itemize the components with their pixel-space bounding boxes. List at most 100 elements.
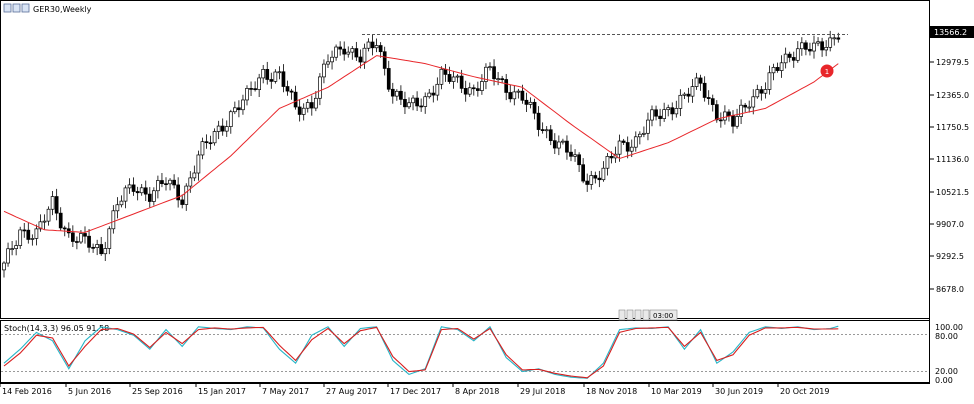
time-tick: 18 Nov 2018	[583, 383, 637, 396]
candle	[662, 102, 667, 122]
candle	[6, 242, 10, 267]
candle	[253, 81, 257, 92]
candle	[585, 173, 590, 192]
candle	[192, 165, 197, 182]
candle	[322, 59, 326, 84]
candle	[172, 174, 176, 189]
candle	[488, 62, 492, 71]
price-tick: 11750.5	[930, 123, 969, 132]
candle	[87, 229, 91, 253]
candle	[42, 214, 47, 230]
candle	[718, 112, 723, 128]
candle	[395, 89, 399, 101]
time-tick: 27 Aug 2017	[323, 383, 377, 396]
candle	[111, 205, 116, 234]
candle	[216, 120, 221, 140]
candle	[581, 158, 586, 184]
time-tick-label: 14 Feb 2016	[2, 387, 52, 396]
candle	[139, 184, 144, 196]
candle	[820, 37, 824, 57]
candle	[123, 185, 128, 209]
time-axis: 14 Feb 2016 5 Jun 2016 25 Sep 2016 15 Ja…	[0, 383, 829, 396]
price-tick: 12979.5	[930, 58, 969, 67]
candle	[500, 75, 504, 84]
candle	[658, 108, 662, 127]
price-tick: 8678.0	[930, 285, 964, 294]
candle	[589, 170, 594, 190]
candle	[2, 261, 6, 278]
moving-average	[3, 55, 839, 233]
candle	[160, 172, 164, 188]
time-tick-label: 7 May 2017	[262, 387, 309, 396]
candle	[706, 90, 711, 105]
candle	[637, 131, 642, 145]
candle	[751, 89, 756, 115]
candle	[249, 81, 253, 96]
symbol-icons[interactable]	[3, 3, 30, 13]
candle	[678, 89, 683, 117]
candle	[516, 88, 521, 99]
candle	[277, 66, 282, 80]
candle	[423, 92, 428, 114]
candle	[832, 34, 837, 46]
candle	[237, 100, 241, 118]
candle	[338, 41, 342, 56]
candle	[702, 76, 707, 102]
candle	[164, 177, 168, 191]
candle	[447, 66, 452, 84]
stoch-label: Stoch(14,3,3) 96.05 91.58	[4, 324, 109, 333]
candle	[467, 82, 472, 97]
candle	[83, 226, 87, 244]
candle	[625, 136, 630, 159]
candle	[698, 74, 703, 91]
candle	[443, 64, 448, 82]
candle	[536, 106, 541, 137]
candle	[115, 197, 120, 219]
candle	[723, 105, 727, 125]
time-tick-label: 18 Nov 2018	[586, 387, 637, 396]
candle	[386, 60, 391, 92]
chart-shift-control[interactable]: 03:00	[618, 309, 678, 321]
candle	[540, 122, 545, 134]
candle	[176, 177, 180, 208]
candle	[480, 74, 484, 95]
candle	[759, 86, 764, 101]
candle	[220, 118, 225, 136]
candle	[532, 98, 537, 120]
price-tick-label: 12365.0	[936, 91, 969, 100]
candle	[350, 46, 355, 60]
candle	[739, 99, 743, 124]
price-tick-label: 9907.0	[936, 220, 964, 229]
candle	[556, 135, 561, 156]
candle	[435, 77, 440, 101]
candle	[670, 102, 675, 121]
candle	[200, 137, 205, 160]
candle	[26, 222, 31, 244]
candle	[224, 120, 229, 137]
stoch-tick-label: 100.00	[935, 323, 963, 332]
candle	[804, 40, 808, 56]
price-tick-label: 9292.5	[936, 252, 964, 261]
candle	[362, 43, 367, 69]
candle	[419, 98, 423, 112]
price-badge: 13566.2	[930, 26, 974, 38]
price-tick: 11136.0	[930, 155, 969, 164]
stoch-tick-label: 80.00	[935, 332, 958, 341]
candle	[14, 240, 18, 256]
candle	[666, 104, 671, 117]
candle	[552, 133, 557, 154]
candle	[496, 71, 500, 86]
candle	[791, 51, 796, 68]
candle	[650, 105, 654, 127]
candle	[548, 125, 553, 146]
candle	[245, 85, 249, 106]
marker-badge[interactable]: 1	[820, 64, 834, 78]
price-tick-label: 10521.5	[936, 188, 969, 197]
candle	[309, 95, 314, 116]
candle	[354, 41, 359, 61]
candle	[763, 82, 768, 99]
candle	[228, 109, 233, 134]
candle	[617, 134, 622, 162]
candle	[771, 63, 776, 81]
